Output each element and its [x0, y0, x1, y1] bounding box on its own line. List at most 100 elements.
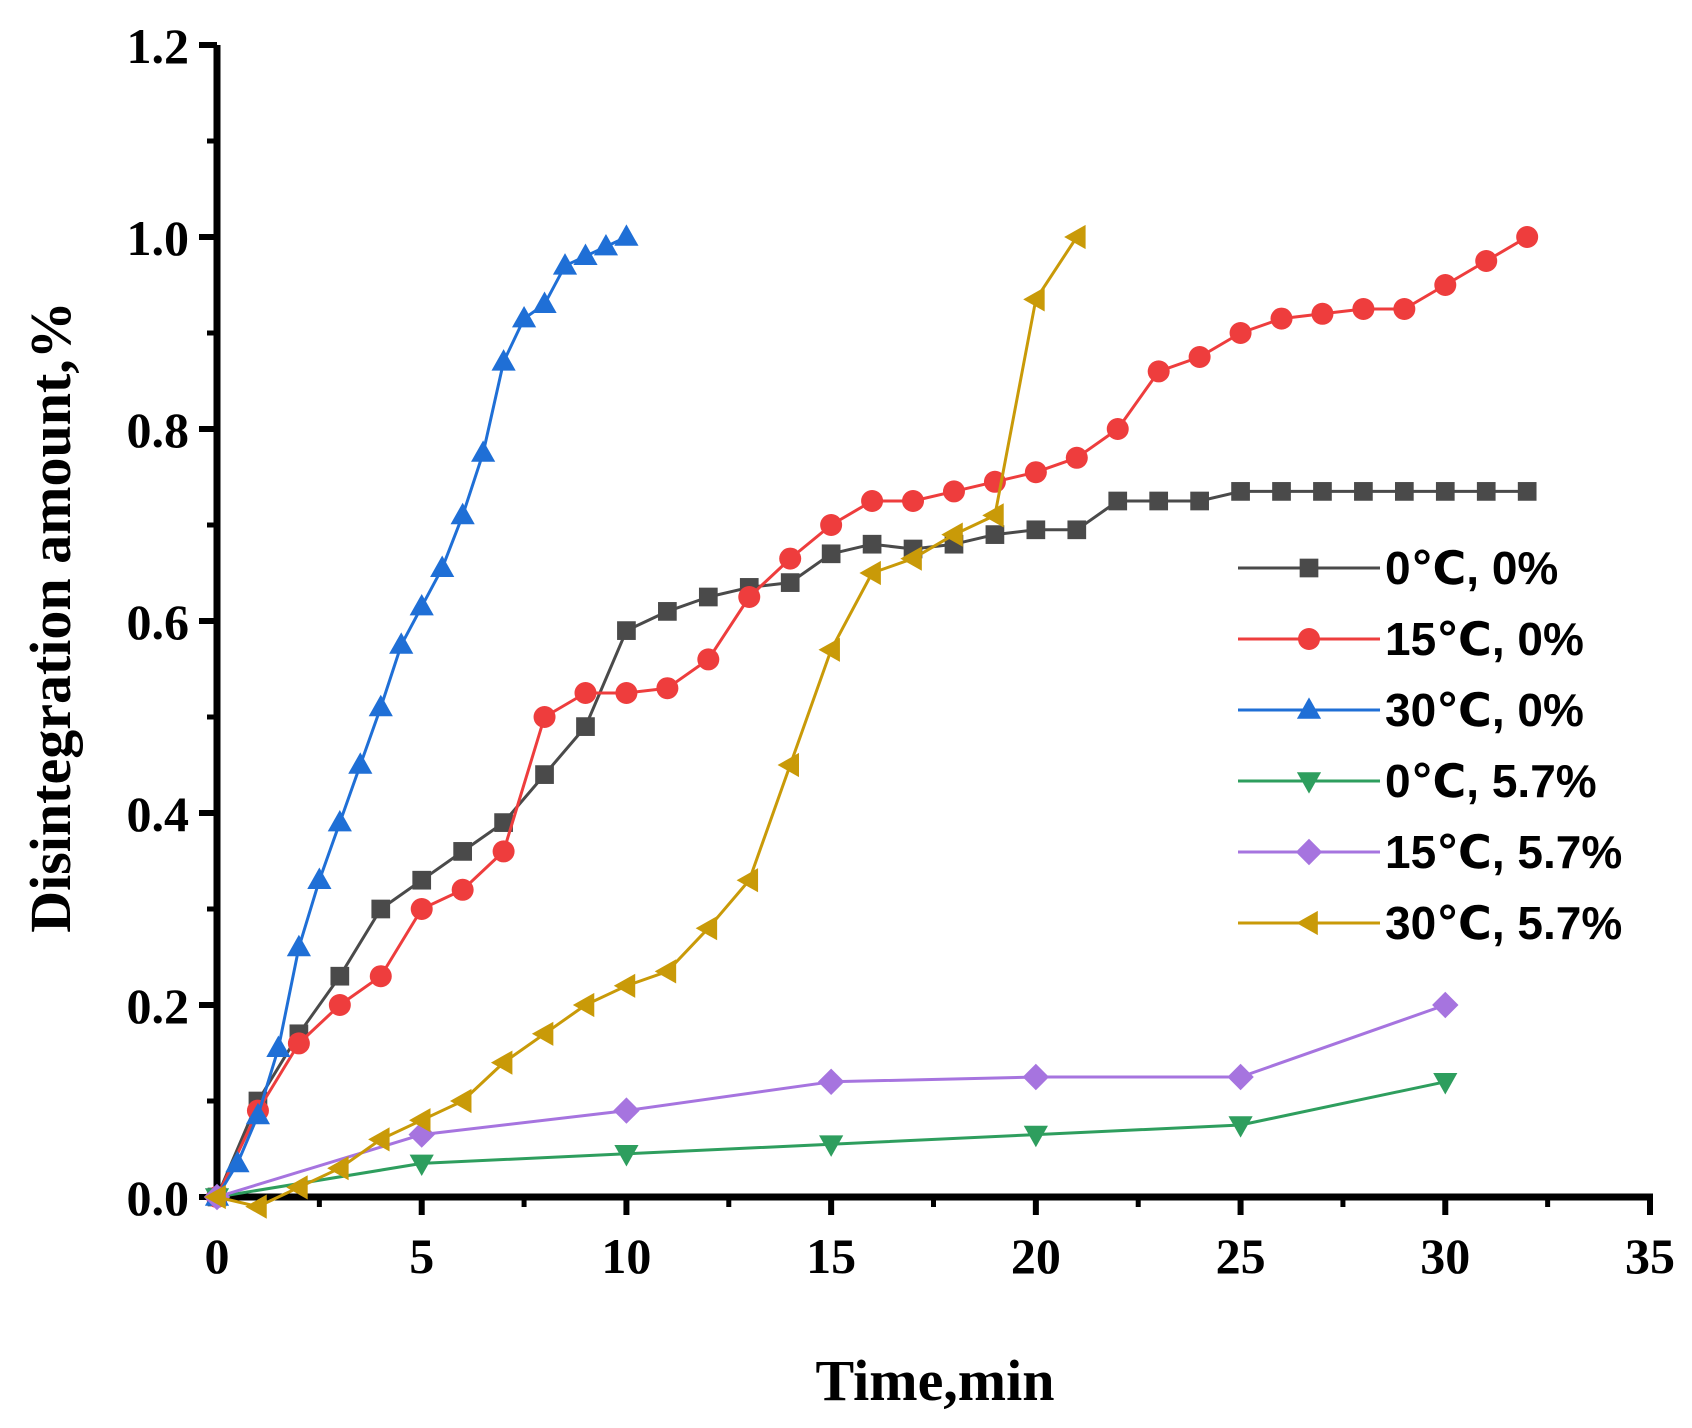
- x-tick-label: 0: [205, 1228, 230, 1284]
- x-tick-label: 30: [1420, 1228, 1470, 1284]
- legend-item: 30℃, 5.7%: [1238, 897, 1622, 949]
- data-point: [819, 1135, 844, 1157]
- data-point: [985, 525, 1005, 544]
- legend-marker: [1298, 628, 1320, 650]
- data-point: [656, 677, 679, 700]
- data-point: [1065, 446, 1088, 469]
- data-point: [1516, 226, 1539, 248]
- data-point: [535, 765, 554, 784]
- data-point: [1229, 322, 1252, 344]
- legend-item: 0℃, 5.7%: [1238, 755, 1597, 807]
- data-point: [572, 992, 595, 1018]
- data-point: [204, 1184, 226, 1210]
- data-point: [902, 490, 925, 512]
- legend-marker: [1299, 558, 1319, 578]
- data-point: [1147, 360, 1170, 383]
- legend-marker: [1296, 910, 1318, 936]
- data-point: [1022, 1063, 1050, 1091]
- data-point: [613, 1097, 640, 1124]
- y-tick-label: 0.6: [127, 594, 190, 650]
- legend-label: 30℃, 0%: [1385, 684, 1584, 736]
- data-point: [862, 534, 882, 554]
- data-point: [698, 587, 718, 607]
- data-point: [695, 916, 718, 941]
- data-point: [245, 1102, 271, 1125]
- data-point: [697, 648, 720, 671]
- data-point: [533, 706, 556, 728]
- data-point: [1354, 482, 1373, 501]
- data-point: [307, 867, 332, 889]
- y-axis-title: Disintegration amount,%: [18, 301, 83, 933]
- data-point: [1433, 1073, 1458, 1095]
- series-1: [206, 226, 1539, 1208]
- data-point: [1023, 287, 1045, 312]
- data-point: [1476, 482, 1496, 501]
- data-point: [1270, 307, 1293, 330]
- data-point: [430, 555, 455, 577]
- data-point: [410, 898, 433, 920]
- legend-label: 15℃, 5.7%: [1385, 826, 1622, 878]
- data-point: [1352, 298, 1375, 320]
- data-point: [738, 586, 761, 608]
- data-point: [780, 573, 800, 592]
- data-point: [941, 522, 963, 547]
- legend-item: 30℃, 0%: [1238, 684, 1584, 736]
- series-4: [203, 991, 1459, 1211]
- data-point: [1272, 482, 1291, 501]
- data-point: [982, 503, 1004, 528]
- y-tick-label: 1.2: [127, 18, 190, 74]
- data-point: [1435, 482, 1455, 501]
- data-point: [820, 514, 843, 536]
- series-5: [204, 224, 1086, 1219]
- axes: 0 5 10 15 20 25 30 35 0.0 0.2 0.4 0.6 0.8 1.0 1.2: [127, 18, 1676, 1284]
- data-point: [1313, 482, 1332, 501]
- data-point: [1149, 491, 1169, 511]
- data-point: [576, 717, 595, 736]
- data-point: [286, 934, 311, 957]
- legend-marker: [1296, 697, 1322, 719]
- data-point: [615, 682, 638, 704]
- y-tick-label: 1.0: [127, 210, 190, 266]
- legend-label: 0℃, 0%: [1385, 542, 1558, 594]
- data-point: [1517, 482, 1537, 501]
- data-point: [614, 224, 639, 246]
- data-point: [1393, 298, 1416, 320]
- data-point: [1228, 1116, 1253, 1138]
- data-point: [573, 243, 598, 265]
- data-point: [818, 637, 840, 662]
- data-point: [1394, 482, 1414, 501]
- data-point: [658, 602, 677, 621]
- series-0: [207, 482, 1537, 1207]
- data-point: [225, 1150, 250, 1173]
- data-point: [1311, 302, 1334, 325]
- data-point: [552, 253, 578, 275]
- data-point: [327, 809, 352, 832]
- legend-label: 30℃, 5.7%: [1385, 897, 1622, 949]
- data-point: [412, 870, 432, 890]
- data-point: [287, 1032, 310, 1055]
- data-point: [777, 752, 799, 778]
- data-point: [450, 502, 475, 525]
- data-point: [245, 1194, 267, 1219]
- data-point: [1067, 520, 1087, 540]
- legend-item: 15℃, 0%: [1238, 613, 1584, 665]
- data-point: [266, 1035, 291, 1057]
- data-point: [511, 305, 537, 328]
- legend: 0℃, 0% 15℃, 0% 30℃, 0% 0℃, 5.7% 15℃, 5.7% 30℃…: [1238, 542, 1622, 949]
- series-line: [216, 236, 1079, 1209]
- data-point: [348, 752, 373, 774]
- data-point: [368, 694, 393, 717]
- x-axis-title: Time,min: [816, 1348, 1055, 1413]
- data-point: [451, 878, 474, 901]
- data-point: [900, 546, 922, 571]
- data-point: [371, 899, 391, 919]
- y-tick-label: 0.4: [127, 786, 190, 842]
- data-point: [328, 994, 351, 1016]
- legend-item: 15℃, 5.7%: [1238, 826, 1622, 878]
- data-point: [409, 1108, 431, 1133]
- x-tick-label: 10: [601, 1228, 651, 1284]
- x-tick-label: 5: [409, 1228, 434, 1284]
- data-point: [368, 1127, 390, 1152]
- data-point: [593, 233, 619, 256]
